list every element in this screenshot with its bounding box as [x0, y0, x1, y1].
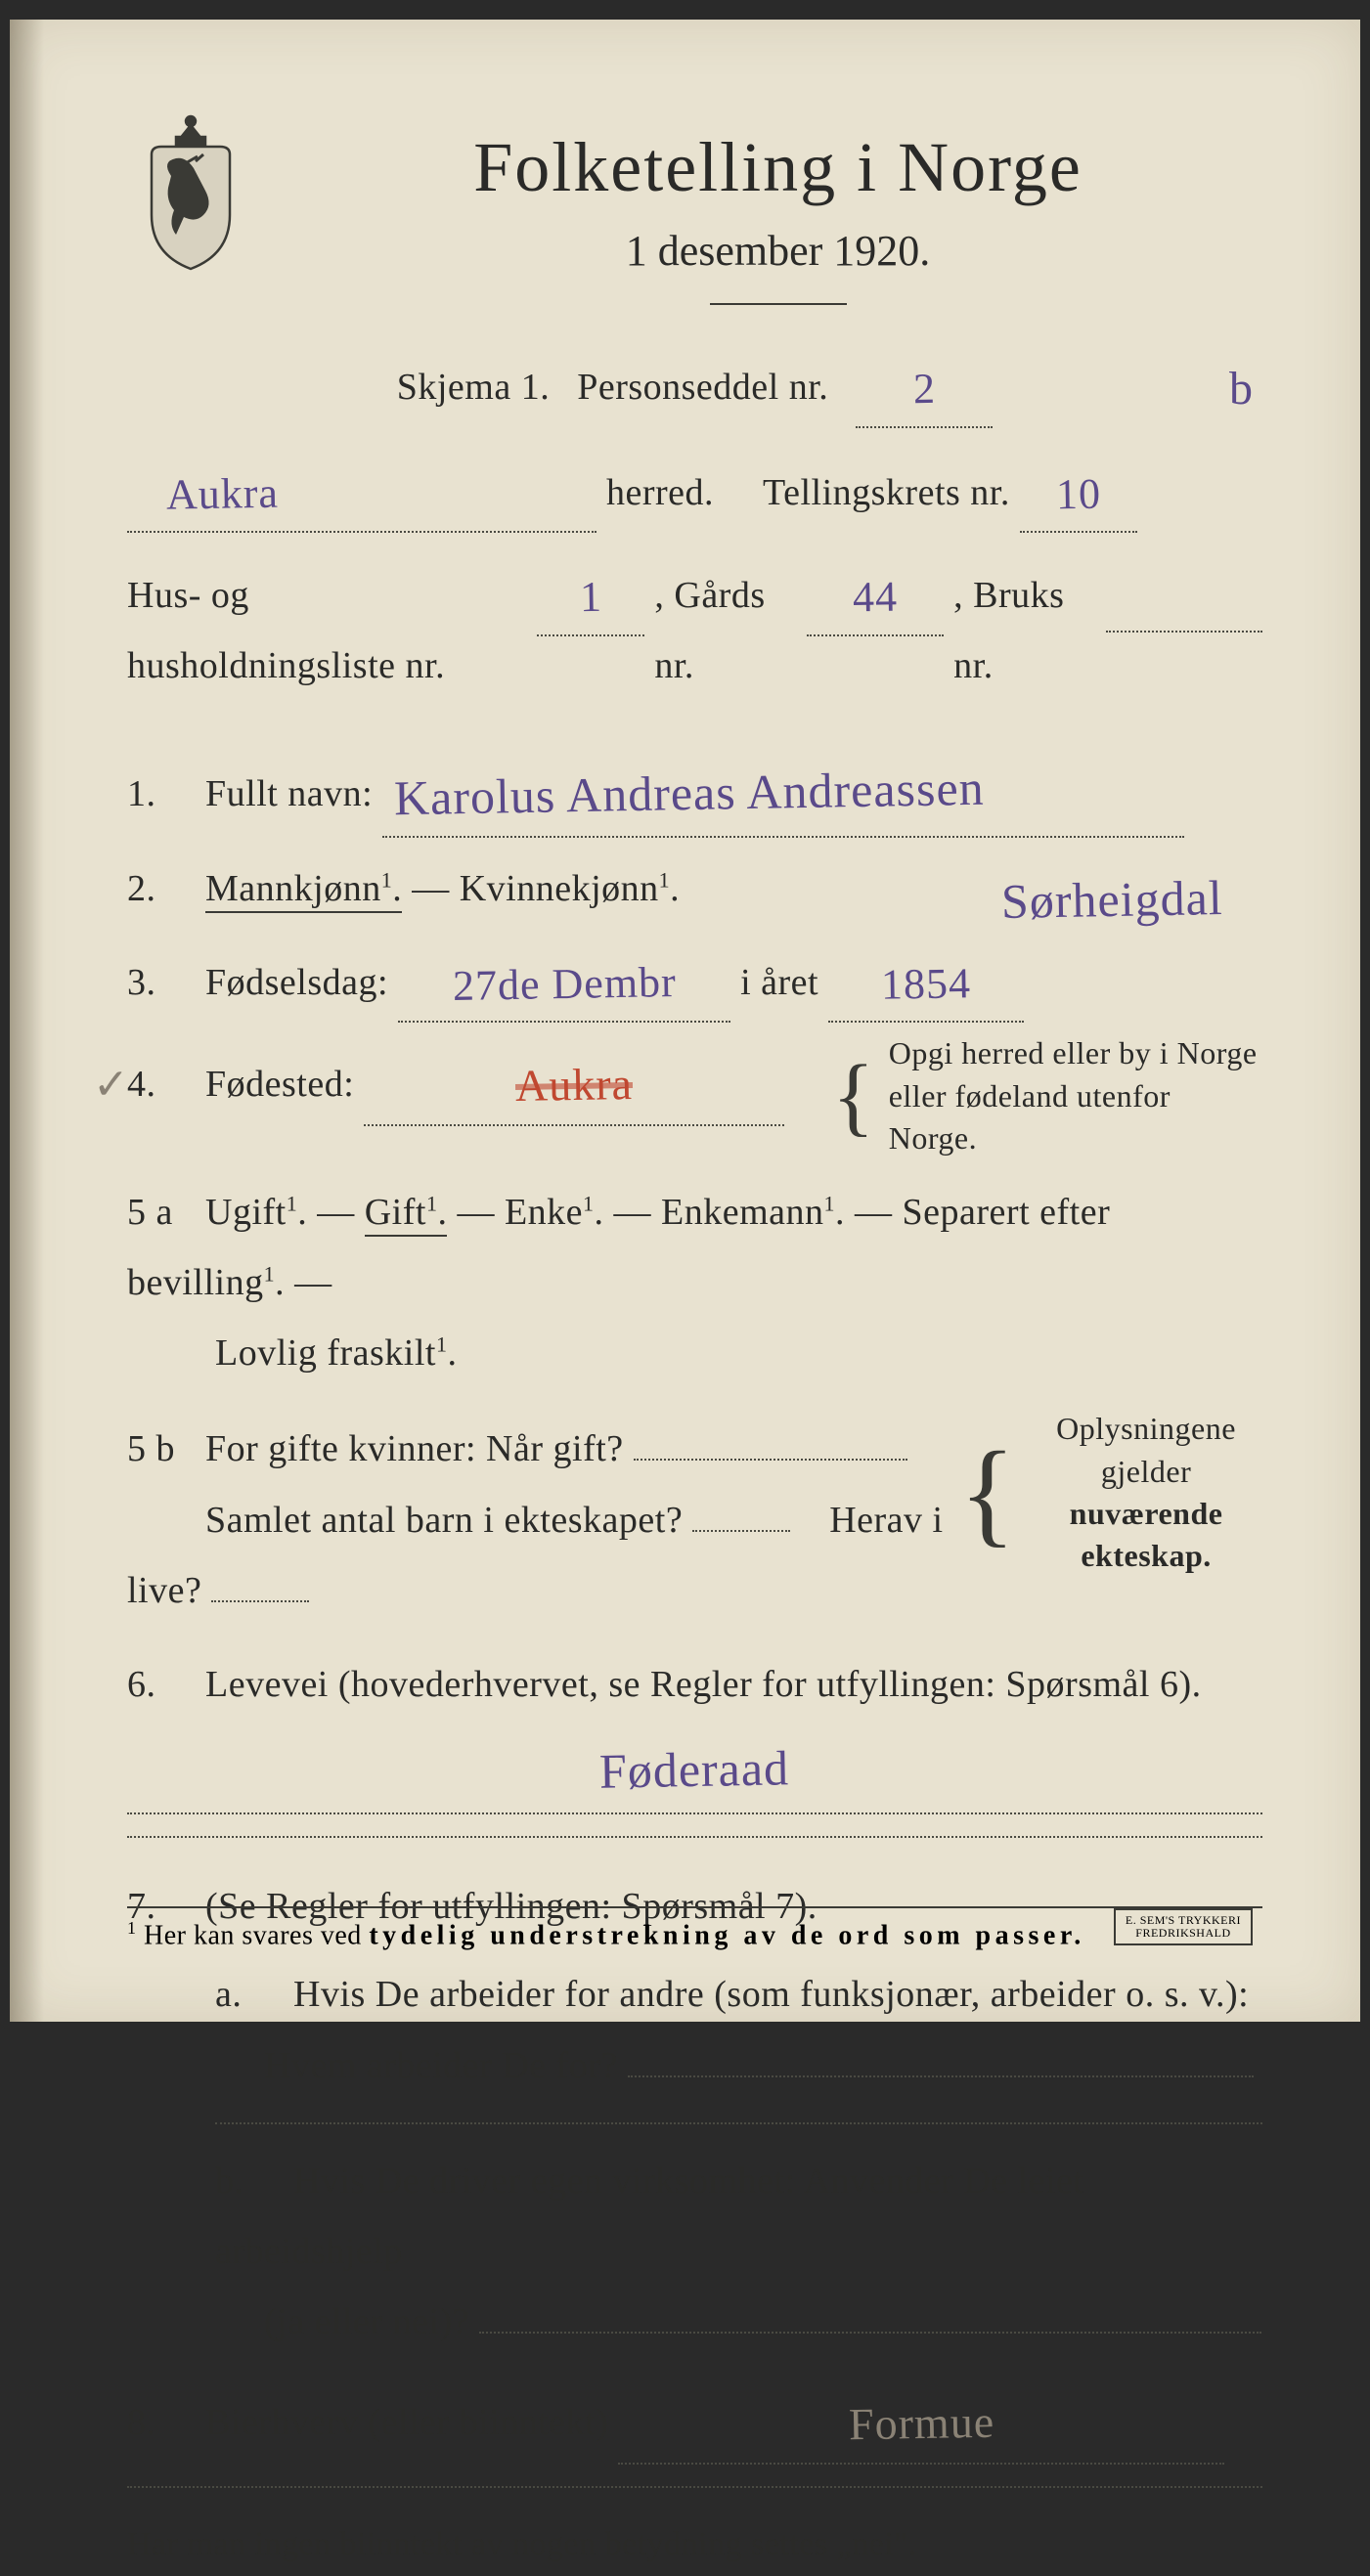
q2-num: 2.	[127, 853, 196, 924]
q4-label: Fødested:	[205, 1064, 354, 1105]
hus-label: Hus- og husholdningsliste nr.	[127, 560, 527, 701]
q2: 2. Mannkjønn1. — Kvinnekjønn1. Sørheigda…	[127, 853, 1262, 924]
header: Folketelling i Norge 1 desember 1920.	[127, 108, 1262, 305]
brace-icon: {	[959, 1452, 1016, 1534]
bruks-value	[1106, 560, 1262, 633]
title-rule	[710, 303, 847, 305]
q5b-line1a: For gifte kvinner: Når gift?	[205, 1428, 624, 1469]
q7b-line2: (ja eller nei)?	[127, 2287, 1262, 2357]
q5a-cont: Lovlig fraskilt1.	[127, 1318, 1262, 1388]
brace-icon: {	[832, 1066, 875, 1127]
q6-value: Føderaad	[599, 1723, 791, 1818]
q1-num: 1.	[127, 759, 196, 829]
q5a-ugift: Ugift1.	[205, 1192, 307, 1233]
q6-value-line: Føderaad	[127, 1720, 1262, 1814]
q7a: a. Hvis De arbeider for andre (som funks…	[127, 1959, 1262, 2030]
q6: 6. Levevei (hovederhvervet, se Regler fo…	[127, 1649, 1262, 1720]
q5b-line2a: Samlet antal barn i ekteskapet?	[205, 1500, 683, 1541]
census-form-page: Folketelling i Norge 1 desember 1920. Sk…	[10, 20, 1360, 2022]
herred-label: herred.	[606, 458, 714, 528]
q5b-sidebox: { Oplysningene gjelder nuværende ekteska…	[959, 1414, 1262, 1577]
q4-value: Aukra	[364, 1038, 784, 1125]
q8-value: Formue	[618, 2377, 1224, 2464]
row-hus: Hus- og husholdningsliste nr. 1 , Gårds …	[127, 552, 1262, 701]
skjema-label: Skjema 1.	[397, 352, 550, 422]
q3: 3. Fødselsdag: 27de Dembr i året 1854	[127, 939, 1262, 1024]
coat-of-arms-icon	[127, 108, 254, 274]
q5b-gift-value	[634, 1459, 907, 1461]
q2-mann: Mannkjønn1.	[205, 868, 402, 913]
q4-checkmark: ✓	[127, 1044, 130, 1126]
gards-label: , Gårds nr.	[654, 560, 797, 701]
q7b-line1: Hvis De driver egen virksomhet: Anvender…	[215, 2161, 1084, 2272]
q7a-num: a.	[215, 1959, 284, 2030]
q8-num: 8.	[127, 2387, 196, 2458]
q1: 1. Fullt navn: Karolus Andreas Andreasse…	[127, 743, 1262, 838]
divider	[215, 2122, 1262, 2124]
q6-label: Levevei (hovederhvervet, se Regler for u…	[205, 1664, 1202, 1705]
q7b: b. Hvis De driver egen virksomhet: Anven…	[127, 2146, 1262, 2287]
bruks-label: , Bruks nr.	[953, 560, 1096, 701]
tellingskrets-value: 10	[1020, 450, 1137, 534]
tellingskrets-label: Tellingskrets nr.	[763, 458, 1010, 528]
q7a-value	[628, 2075, 1254, 2077]
q4-sidebox: { Opgi herred eller by i Norge eller fød…	[832, 1038, 1262, 1159]
q8-label: Bierhverv (eller biinntekt)	[205, 2402, 608, 2443]
title-block: Folketelling i Norge 1 desember 1920.	[293, 108, 1262, 305]
q5a-gift: Gift1.	[365, 1192, 448, 1237]
divider	[127, 2486, 1262, 2488]
q5a: 5 a Ugift1. — Gift1. — Enke1. — Enkemann…	[127, 1177, 1262, 1318]
personseddel-label: Personseddel nr.	[577, 352, 828, 422]
q6-num: 6.	[127, 1649, 196, 1720]
herred-value: Aukra	[127, 450, 597, 534]
q3-day: 27de Dembr	[398, 939, 730, 1024]
q7a-line2: Hvem arbeider De for?	[127, 2030, 1262, 2101]
q3-num: 3.	[127, 947, 196, 1018]
personseddel-value: 2	[856, 344, 993, 428]
q2-kvinne: Kvinnekjønn1.	[460, 868, 680, 909]
q5b-live-value	[211, 1600, 309, 1602]
q5b-barn-value	[692, 1530, 790, 1532]
q7b-value	[479, 2332, 1261, 2334]
footer-bold: tydelig understrekning av de ord som pas…	[369, 1920, 1084, 1950]
row-skjema: Skjema 1. Personseddel nr. 2	[127, 344, 1262, 428]
printer-stamp: E. SEM'S TRYKKERI FREDRIKSHALD	[1114, 1908, 1253, 1945]
q5a-enkemann: Enkemann1.	[661, 1192, 845, 1233]
tail-note: Har man ingen biinntekt av nogen betydni…	[127, 2513, 1262, 2576]
q5a-enke: Enke1.	[505, 1192, 604, 1233]
gards-value: 44	[807, 552, 944, 636]
title-main: Folketelling i Norge	[293, 127, 1262, 208]
q3-year: 1854	[828, 939, 1024, 1024]
q7a-line1: Hvis De arbeider for andre (som funksjon…	[293, 1974, 1249, 2015]
q5b-side1: Oplysningene	[1030, 1414, 1262, 1450]
q4-side2: eller fødeland utenfor Norge.	[889, 1075, 1262, 1159]
q4: { Opgi herred eller by i Norge eller fød…	[127, 1038, 1262, 1159]
row-herred: Aukra herred. Tellingskrets nr. 10	[127, 450, 1262, 534]
q2-margin-note: Sørheigdal	[1001, 851, 1224, 948]
stamp-line1: E. SEM'S TRYKKERI	[1126, 1914, 1241, 1927]
q2-dash: —	[412, 868, 460, 909]
q3-mid: i året	[740, 962, 828, 1003]
q1-value: Karolus Andreas Andreassen	[382, 743, 1184, 838]
q4-num: 4.	[127, 1049, 196, 1119]
q4-side1: Opgi herred eller by i Norge	[889, 1038, 1262, 1074]
divider	[127, 1836, 1262, 1838]
q1-label: Fullt navn:	[205, 773, 373, 814]
footnote: 1 Her kan svares ved tydelig understrekn…	[127, 1906, 1262, 1951]
q3-label: Fødselsdag:	[205, 962, 388, 1003]
q7b-num: b.	[215, 2146, 284, 2216]
q8: 8. Bierhverv (eller biinntekt) Formue	[127, 2377, 1262, 2464]
q5b: { Oplysningene gjelder nuværende ekteska…	[127, 1414, 1262, 1626]
q5a-num: 5 a	[127, 1177, 196, 1247]
title-sub: 1 desember 1920.	[293, 226, 1262, 276]
stamp-line2: FREDRIKSHALD	[1126, 1927, 1241, 1940]
hus-value: 1	[537, 552, 644, 636]
margin-b: b	[1229, 362, 1253, 415]
q5b-num: 5 b	[127, 1414, 196, 1484]
